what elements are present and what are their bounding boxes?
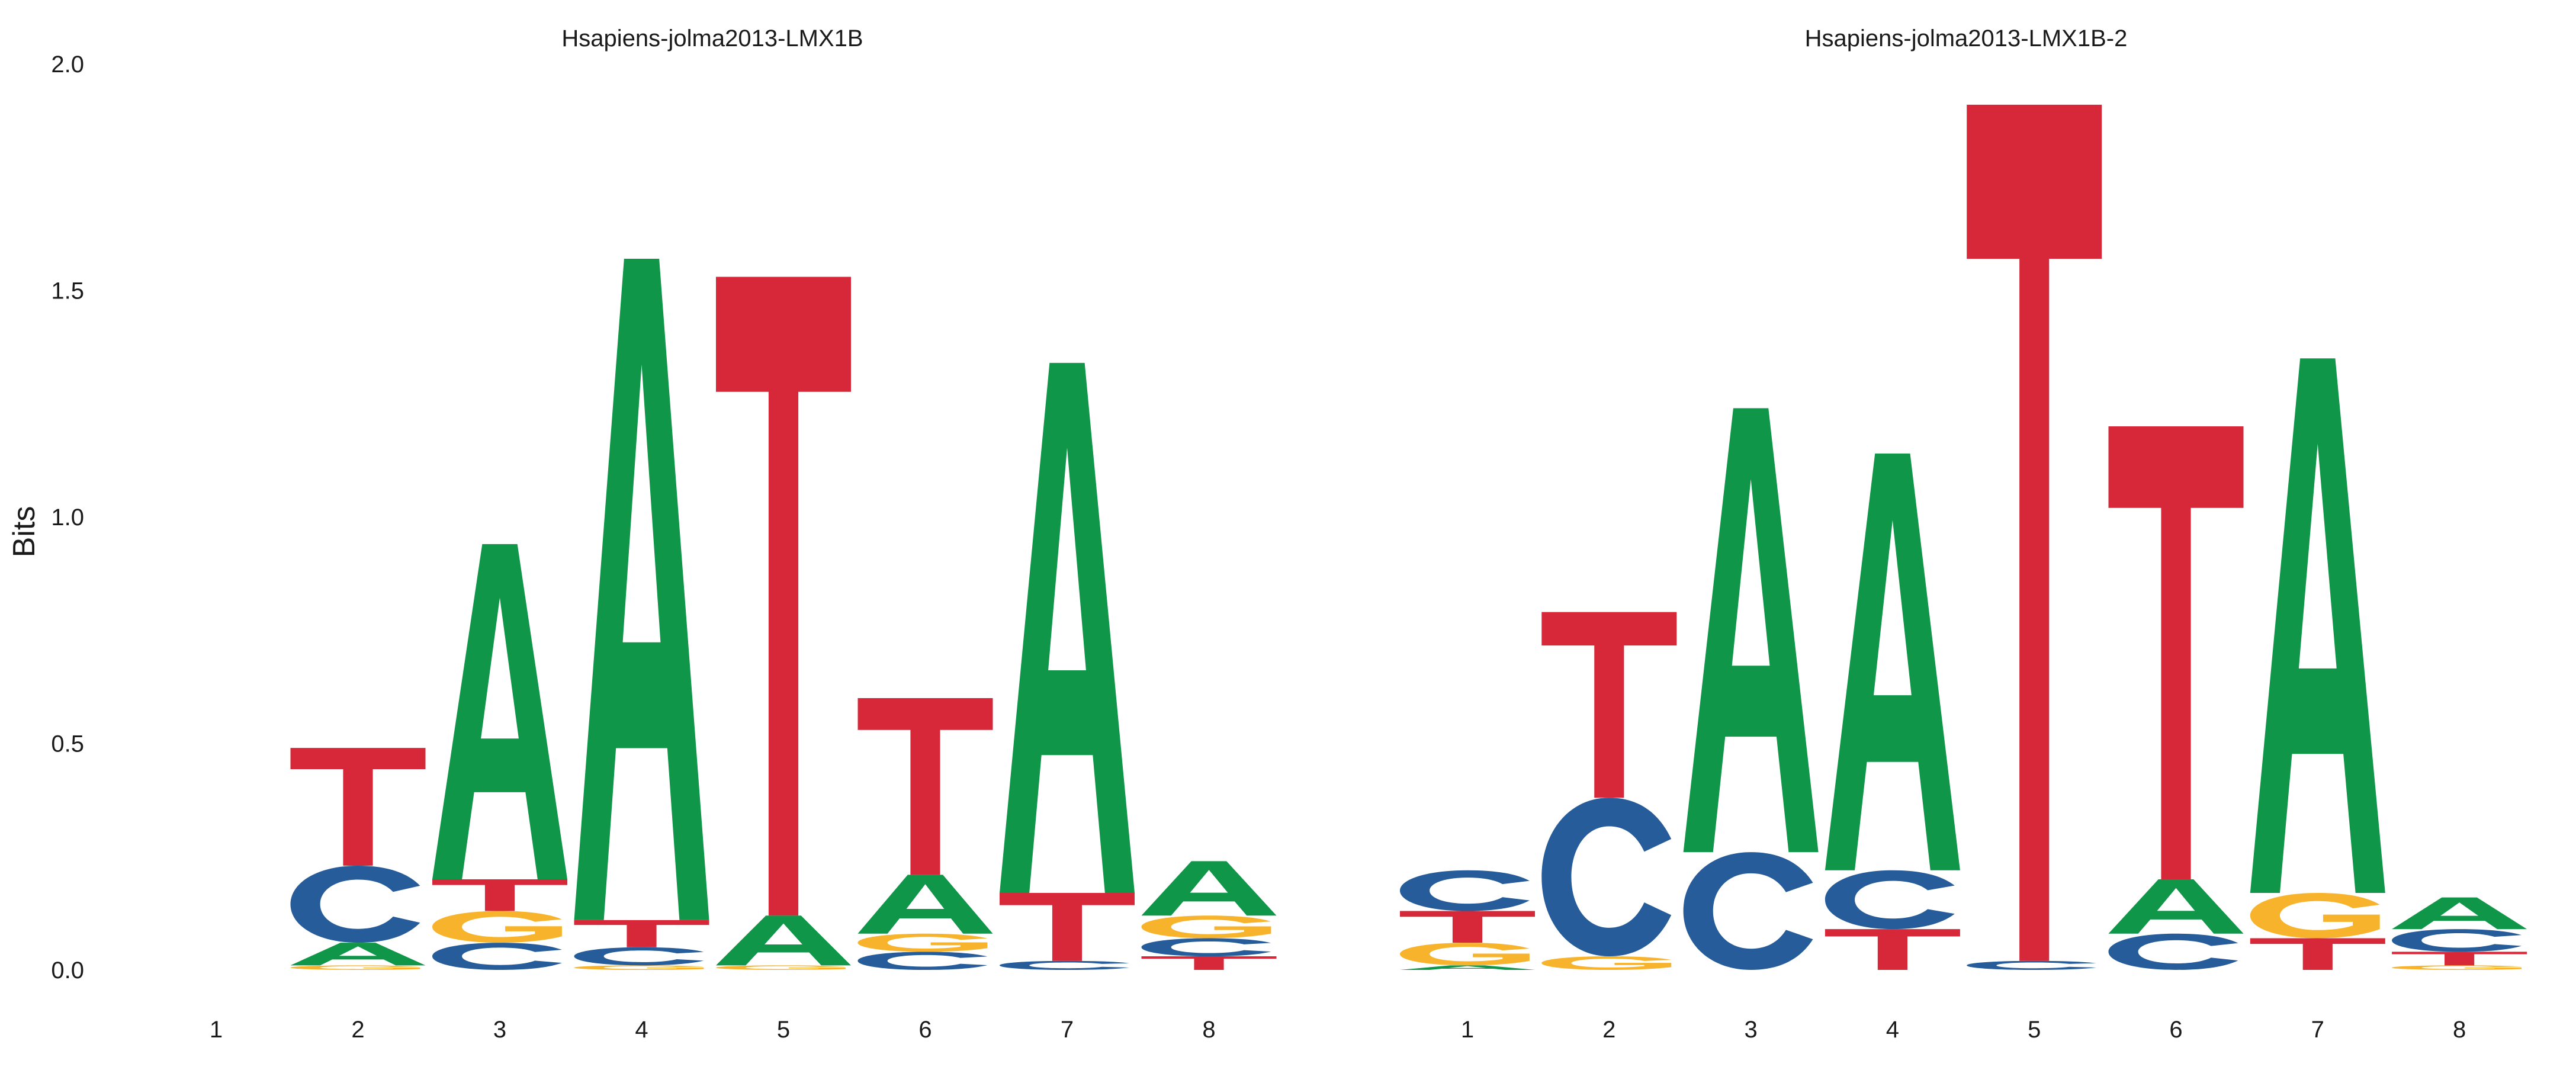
logo-stack xyxy=(1000,362,1135,970)
logo-letter-C xyxy=(574,947,704,966)
x-tick-label: 6 xyxy=(2169,1017,2182,1043)
y-tick-label: 0.5 xyxy=(51,731,84,757)
panel-title: Hsapiens-jolma2013-LMX1B xyxy=(561,25,863,52)
x-tick-label: 2 xyxy=(351,1017,364,1043)
logo-letter-G xyxy=(574,965,704,970)
x-tick-label: 7 xyxy=(2311,1017,2324,1043)
logo-stack xyxy=(2250,358,2385,970)
logo-stack xyxy=(290,748,426,970)
y-tick-label: 2.0 xyxy=(51,52,84,78)
logo-letter-C xyxy=(1400,870,1530,911)
x-tick-label: 3 xyxy=(493,1017,506,1043)
logo-letter-A xyxy=(432,544,567,879)
x-tick-label: 8 xyxy=(1202,1017,1215,1043)
logo-letter-C xyxy=(1683,852,1813,970)
logo-letter-G xyxy=(1541,956,1672,970)
logo-letter-T xyxy=(1400,911,1535,943)
panel-title: Hsapiens-jolma2013-LMX1B-2 xyxy=(1805,25,2128,52)
logo-letter-G xyxy=(1141,915,1271,939)
logo-letter-C xyxy=(1825,870,1955,930)
y-axis-label: Bits xyxy=(7,506,41,558)
x-tick-label: 4 xyxy=(635,1017,648,1043)
logo-stack xyxy=(574,258,709,970)
logo-letter-C xyxy=(857,952,988,970)
logo-letter-T xyxy=(2250,938,2385,970)
logo-letter-A xyxy=(857,875,993,934)
logo-letter-G xyxy=(716,965,846,970)
logo-stack xyxy=(432,544,567,970)
x-tick-label: 5 xyxy=(777,1017,790,1043)
logo-letter-G xyxy=(290,965,420,970)
logo-letter-A xyxy=(1141,861,1277,916)
logo-letter-T xyxy=(432,879,567,911)
logo-panel: Hsapiens-jolma2013-LMX1B-2 1 2 3 4 5 6 7 8 xyxy=(1400,25,2527,1043)
logo-letter-A xyxy=(716,915,851,966)
logo-letter-A xyxy=(1000,362,1135,893)
logo-letter-C xyxy=(290,866,420,943)
x-tick-label: 1 xyxy=(210,1017,223,1043)
logo-letter-C xyxy=(432,943,562,970)
logo-stack xyxy=(1825,453,1960,970)
logo-letter-A xyxy=(2250,358,2385,893)
x-tick-label: 6 xyxy=(918,1017,932,1043)
logo-stack xyxy=(2108,426,2244,970)
x-tick-label: 1 xyxy=(1461,1017,1474,1043)
logo-stack xyxy=(1141,861,1277,970)
logo-letter-T xyxy=(1141,956,1277,970)
logo-letter-G xyxy=(857,933,988,952)
y-tick-label: 1.0 xyxy=(51,504,84,531)
logo-stack xyxy=(1400,870,1535,970)
x-tick-label: 5 xyxy=(2028,1017,2041,1043)
logo-letter-T xyxy=(290,748,426,866)
logo-letter-C xyxy=(1541,798,1672,957)
logo-stack xyxy=(1683,408,1819,970)
logo-letter-A xyxy=(2108,879,2244,934)
logo-stack xyxy=(1541,612,1677,970)
logo-letter-G xyxy=(432,911,562,943)
logo-letter-T xyxy=(1000,892,1135,961)
logo-letter-A xyxy=(1400,965,1535,970)
x-tick-label: 2 xyxy=(1602,1017,1615,1043)
logo-letter-T xyxy=(716,277,851,916)
logo-stack xyxy=(716,277,851,970)
logo-letter-T xyxy=(2392,952,2527,966)
logo-letter-C xyxy=(2108,933,2238,970)
logo-letter-T xyxy=(857,698,993,875)
x-tick-label: 8 xyxy=(2453,1017,2466,1043)
logo-letter-T xyxy=(1967,104,2102,961)
logo-letter-T xyxy=(1825,929,1960,970)
x-tick-label: 7 xyxy=(1061,1017,1074,1043)
y-tick-label: 0.0 xyxy=(51,957,84,984)
logo-panel: Hsapiens-jolma2013-LMX1B 1 2 3 4 5 6 7 8 xyxy=(210,25,1277,1043)
logo-letter-T xyxy=(1541,612,1677,798)
logo-letter-A xyxy=(290,943,426,966)
x-tick-label: 3 xyxy=(1744,1017,1757,1043)
logo-stack xyxy=(857,698,993,970)
logo-letter-G xyxy=(2392,965,2522,970)
logo-letter-C xyxy=(1141,938,1271,957)
logo-letter-C xyxy=(1967,960,2097,970)
logo-letter-G xyxy=(2250,892,2380,939)
logo-letter-T xyxy=(574,920,709,947)
y-tick-label: 1.5 xyxy=(51,278,84,304)
logo-letter-C xyxy=(2392,929,2522,952)
logo-letter-G xyxy=(1400,943,1530,966)
x-tick-label: 4 xyxy=(1886,1017,1899,1043)
logo-letter-C xyxy=(1000,960,1129,970)
logo-letter-A xyxy=(1825,453,1960,870)
logo-letter-A xyxy=(2392,897,2527,930)
logo-letter-A xyxy=(1683,408,1819,853)
logo-stack xyxy=(2392,897,2527,970)
logo-stack xyxy=(1967,104,2102,970)
y-axis: 0.0 0.5 1.0 1.5 2.0 xyxy=(51,52,84,984)
logo-letter-A xyxy=(574,258,709,920)
logo-letter-T xyxy=(2108,426,2244,879)
